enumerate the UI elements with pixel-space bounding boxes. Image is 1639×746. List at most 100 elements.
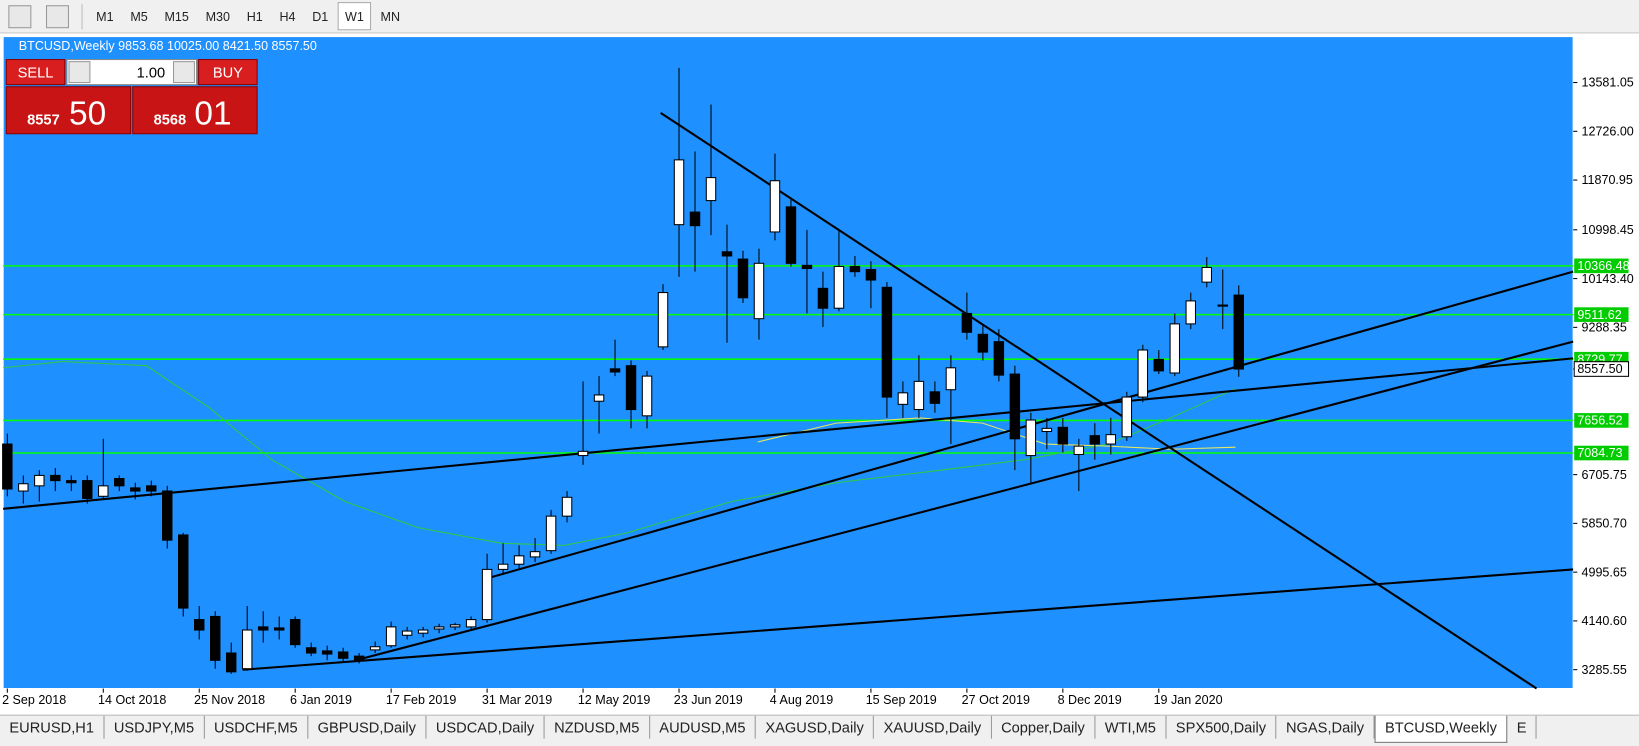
candle-body (929, 391, 941, 404)
candle-body (321, 650, 333, 655)
symbol-tab[interactable]: E (1507, 715, 1537, 739)
timeframe-button[interactable]: H4 (279, 9, 296, 25)
level-label-box (1574, 258, 1629, 274)
x-tick-label: 14 Oct 2018 (98, 693, 166, 707)
y-tick-label: 6705.75 (1582, 468, 1627, 482)
candle-body (961, 312, 973, 333)
sell-button[interactable] (5, 59, 66, 86)
timeframe-button[interactable]: MN (380, 9, 401, 25)
candle-body (689, 211, 701, 227)
candle-body (785, 206, 797, 264)
level-label-box (1574, 413, 1629, 428)
y-tick-label: 11870.95 (1582, 173, 1633, 187)
bid-price-pips[interactable]: 50 (69, 95, 106, 132)
y-tick-label: 4140.60 (1582, 614, 1627, 628)
candle-body (529, 551, 541, 558)
symbol-tabs: EURUSD,H1 USDJPY,M5 USDCHF,M5 GBPUSD,Daily U… (0, 714, 1639, 746)
timeframe-button[interactable]: M15 (164, 9, 189, 25)
candle-body (641, 375, 653, 417)
symbol-tab[interactable]: USDCAD,Daily (426, 715, 545, 739)
shapes-tool[interactable] (45, 4, 69, 28)
candle-body (385, 626, 397, 647)
candle-body (1153, 358, 1165, 372)
volume-down[interactable] (68, 61, 91, 84)
candle-body (1137, 349, 1149, 398)
candle-body (833, 265, 845, 309)
symbol-tab[interactable]: XAUUSD,Daily (874, 715, 992, 739)
timeframe-button[interactable]: D1 (312, 9, 329, 25)
candle-body (721, 251, 733, 257)
x-tick-label: 17 Feb 2019 (386, 693, 456, 707)
volume-value[interactable]: 1.00 (137, 65, 165, 81)
trend-line (242, 568, 1574, 671)
chart-header: BTCUSD,Weekly 9853.68 10025.00 8421.50 8… (19, 39, 317, 53)
timeframe-button[interactable]: M5 (130, 9, 148, 25)
y-tick-label: 3285.55 (1582, 663, 1627, 677)
timeframe-button[interactable]: W1 (337, 2, 372, 31)
candle-body (737, 258, 749, 299)
candle-body (657, 292, 669, 348)
symbol-tab[interactable]: Copper,Daily (992, 715, 1096, 739)
y-tick-label: 13581.05 (1582, 76, 1634, 90)
symbol-tab[interactable]: AUDUSD,M5 (650, 715, 756, 739)
symbol-tab[interactable]: WTI,M5 (1095, 715, 1167, 739)
x-tick-label: 31 Mar 2019 (482, 693, 552, 707)
candle-body (178, 534, 189, 609)
bid-box[interactable] (5, 86, 132, 135)
candle-body (2, 443, 13, 490)
candle-body (130, 487, 141, 492)
timeframe-button[interactable]: M1 (96, 9, 114, 25)
buy-label[interactable]: BUY (213, 65, 243, 81)
candle-body (417, 629, 429, 634)
symbol-tab[interactable]: EURUSD,H1 (0, 715, 105, 739)
timeframe-button[interactable]: M30 (205, 9, 230, 25)
sell-label[interactable]: SELL (18, 65, 54, 81)
candle-body (849, 265, 861, 273)
ask-price[interactable]: 8568 (154, 112, 187, 128)
timeframe-button[interactable]: H1 (246, 9, 263, 25)
symbol-tab[interactable]: XAGUSD,Daily (756, 715, 875, 739)
y-tick-label: 5850.70 (1582, 517, 1627, 531)
y-tick-label: 9288.35 (1582, 321, 1627, 335)
candle-body (1025, 419, 1037, 457)
volume-up[interactable] (172, 61, 195, 84)
trade-panel: SELL 1.00 BUY 8557 50 8568 01 (5, 59, 258, 135)
level-label: 10366.48 (1577, 259, 1629, 273)
ask-box[interactable] (132, 86, 258, 135)
symbol-tab[interactable]: BTCUSD,Weekly (1374, 715, 1508, 743)
symbol-tab[interactable]: GBPUSD,Daily (308, 715, 427, 739)
candle-body (593, 394, 605, 402)
candle-body (1057, 426, 1069, 445)
bid-label-box (1573, 361, 1630, 377)
candle-body (753, 262, 765, 320)
symbol-tab[interactable]: NZDUSD,M5 (545, 715, 650, 739)
candle-body (1089, 435, 1101, 445)
candle-body (433, 626, 445, 630)
text-tool[interactable] (8, 4, 32, 28)
drawings (3, 111, 1574, 690)
trend-line (355, 340, 1574, 662)
buy-button[interactable] (198, 59, 258, 86)
symbol-tab[interactable]: USDCHF,M5 (205, 715, 309, 739)
candle-body (1169, 323, 1181, 374)
bid-price[interactable]: 8557 (27, 112, 60, 128)
candle-body (977, 333, 989, 353)
candle-body (82, 480, 93, 499)
candle-body (353, 655, 365, 661)
bid-label: 8557.50 (1577, 362, 1622, 376)
candle-body (769, 180, 781, 233)
ask-price-pips[interactable]: 01 (194, 95, 231, 132)
candle-body (1233, 294, 1244, 370)
candle-body (817, 287, 829, 309)
candle-body (993, 341, 1005, 376)
symbol-tab[interactable]: NGAS,Daily (1277, 715, 1375, 739)
candles (2, 67, 1244, 674)
candle-body (1217, 304, 1228, 307)
symbol-tab[interactable]: SPX500,Daily (1166, 715, 1277, 739)
symbol-tab[interactable]: USDJPY,M5 (104, 715, 205, 739)
candle-body (801, 264, 813, 270)
x-tick-label: 2 Sep 2018 (2, 693, 66, 707)
candle-body (401, 630, 413, 636)
candle-body (865, 269, 877, 281)
